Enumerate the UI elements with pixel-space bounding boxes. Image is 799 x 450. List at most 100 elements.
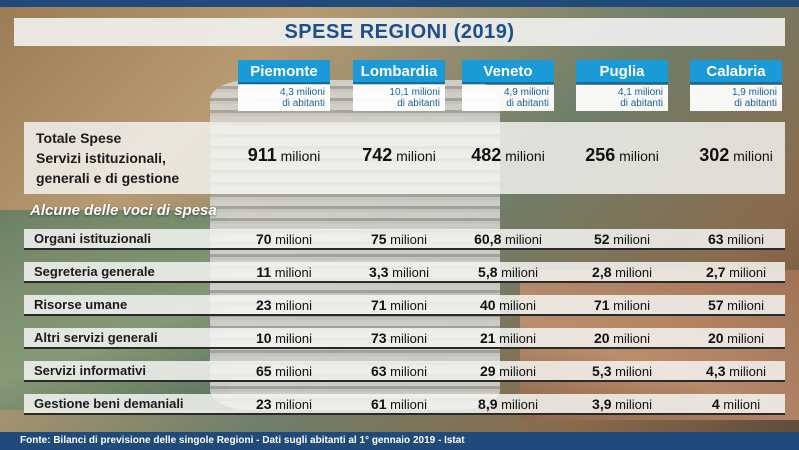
cell-unit: milioni — [390, 232, 428, 247]
row-label: Servizi informativi — [34, 363, 146, 378]
population-unit: di abitanti — [734, 98, 777, 109]
table-cell: 2,8 milioni — [557, 264, 687, 280]
cell-value: 23 — [255, 297, 272, 313]
total-value-lombardia: 742 milioni — [334, 145, 464, 166]
total-label-line2: Servizi istituzionali, — [36, 150, 166, 166]
total-number: 742 — [362, 145, 393, 165]
population-value: 1,9 milioni — [731, 87, 777, 98]
cell-unit: milioni — [274, 265, 312, 280]
table-row: Segreteria generale 11 milioni 3,3 milioni… — [24, 262, 785, 283]
cell-unit: milioni — [505, 232, 542, 247]
table-cell: 52 milioni — [557, 231, 687, 247]
cell-unit: milioni — [723, 397, 761, 412]
population-value: 10,1 milioni — [389, 87, 440, 98]
total-number: 256 — [585, 145, 616, 165]
table-cell: 8,9 milioni — [443, 396, 573, 412]
population-veneto: 4,9 milioni di abitanti — [462, 85, 554, 111]
cell-value: 10 — [255, 330, 272, 346]
page-title: SPESE REGIONI (2019) — [284, 20, 515, 43]
table-cell: 40 milioni — [443, 297, 573, 313]
cell-value: 5,8 — [478, 264, 498, 280]
region-header-piemonte: Piemonte — [238, 60, 330, 84]
table-cell: 3,9 milioni — [557, 396, 687, 412]
table-cell: 63 milioni — [671, 231, 799, 247]
cell-value: 71 — [593, 297, 610, 313]
table-cell: 63 milioni — [334, 363, 464, 379]
cell-unit: milioni — [499, 364, 537, 379]
cell-unit: milioni — [499, 298, 537, 313]
cell-unit: milioni — [615, 265, 652, 280]
region-header-calabria: Calabria — [690, 60, 782, 84]
row-label: Risorse umane — [34, 297, 128, 312]
table-row: Altri servizi generali 10 milioni 73 milio… — [24, 328, 785, 349]
cell-value: 3,3 — [369, 264, 389, 280]
row-label: Gestione beni demaniali — [34, 396, 184, 411]
cell-value: 2,8 — [592, 264, 612, 280]
cell-unit: milioni — [729, 265, 766, 280]
region-header-veneto: Veneto — [462, 60, 554, 84]
source-note: Fonte: Bilanci di previsione delle singo… — [0, 432, 799, 450]
cell-value: 3,9 — [592, 396, 612, 412]
cell-value: 23 — [255, 396, 272, 412]
cell-unit: milioni — [390, 397, 428, 412]
table-cell: 2,7 milioni — [671, 264, 799, 280]
total-value-puglia: 256 milioni — [557, 145, 687, 166]
population-value: 4,1 milioni — [617, 87, 663, 98]
table-cell: 57 milioni — [671, 297, 799, 313]
table-row: Servizi informativi 65 milioni 63 milioni 2… — [24, 361, 785, 382]
row-label: Altri servizi generali — [34, 330, 158, 345]
cell-unit: milioni — [390, 331, 428, 346]
table-cell: 61 milioni — [334, 396, 464, 412]
total-unit: milioni — [733, 148, 773, 164]
table-row: Gestione beni demaniali 23 milioni 61 mili… — [24, 394, 785, 415]
cell-value: 20 — [593, 330, 610, 346]
top-bar — [0, 0, 799, 7]
table-cell: 65 milioni — [219, 363, 349, 379]
cell-value: 11 — [256, 264, 272, 280]
cell-unit: milioni — [501, 397, 538, 412]
population-unit: di abitanti — [620, 98, 663, 109]
cell-value: 8,9 — [478, 396, 498, 412]
cell-unit: milioni — [501, 265, 538, 280]
cell-value: 65 — [255, 363, 272, 379]
row-label: Organi istituzionali — [34, 231, 152, 246]
total-unit: milioni — [280, 148, 321, 164]
cell-value: 70 — [255, 231, 272, 247]
table-cell: 75 milioni — [334, 231, 464, 247]
table-cell: 60,8 milioni — [443, 231, 573, 247]
table-cell: 23 milioni — [219, 396, 349, 412]
total-unit: milioni — [505, 148, 545, 164]
table-cell: 71 milioni — [334, 297, 464, 313]
cell-unit: milioni — [275, 331, 313, 346]
cell-value: 57 — [707, 297, 724, 313]
table-cell: 29 milioni — [443, 363, 573, 379]
population-puglia: 4,1 milioni di abitanti — [576, 85, 668, 111]
cell-unit: milioni — [499, 331, 537, 346]
cell-value: 75 — [370, 231, 387, 247]
cell-value: 5,3 — [592, 363, 612, 379]
table-cell: 21 milioni — [443, 330, 573, 346]
cell-unit: milioni — [613, 232, 651, 247]
population-unit: di abitanti — [397, 98, 440, 109]
total-label-line3: generali e di gestione — [36, 170, 180, 186]
cell-value: 71 — [370, 297, 387, 313]
total-value-veneto: 482 milioni — [443, 145, 573, 166]
population-lombardia: 10,1 milioni di abitanti — [353, 85, 445, 111]
cell-value: 52 — [593, 231, 610, 247]
total-number: 911 — [247, 145, 277, 165]
cell-unit: milioni — [275, 397, 313, 412]
cell-value: 4,3 — [706, 363, 726, 379]
table-cell: 5,8 milioni — [443, 264, 573, 280]
table-cell: 4 milioni — [671, 396, 799, 412]
cell-unit: milioni — [613, 331, 651, 346]
total-label: Totale Spese Servizi istituzionali, gene… — [36, 128, 216, 188]
cell-unit: milioni — [275, 232, 313, 247]
total-label-line1: Totale Spese — [36, 130, 122, 146]
total-unit: milioni — [396, 148, 436, 164]
cell-unit: milioni — [275, 364, 313, 379]
cell-unit: milioni — [729, 364, 766, 379]
cell-unit: milioni — [615, 397, 652, 412]
cell-unit: milioni — [275, 298, 313, 313]
population-calabria: 1,9 milioni di abitanti — [690, 85, 782, 111]
title-bar: SPESE REGIONI (2019) — [14, 18, 785, 46]
